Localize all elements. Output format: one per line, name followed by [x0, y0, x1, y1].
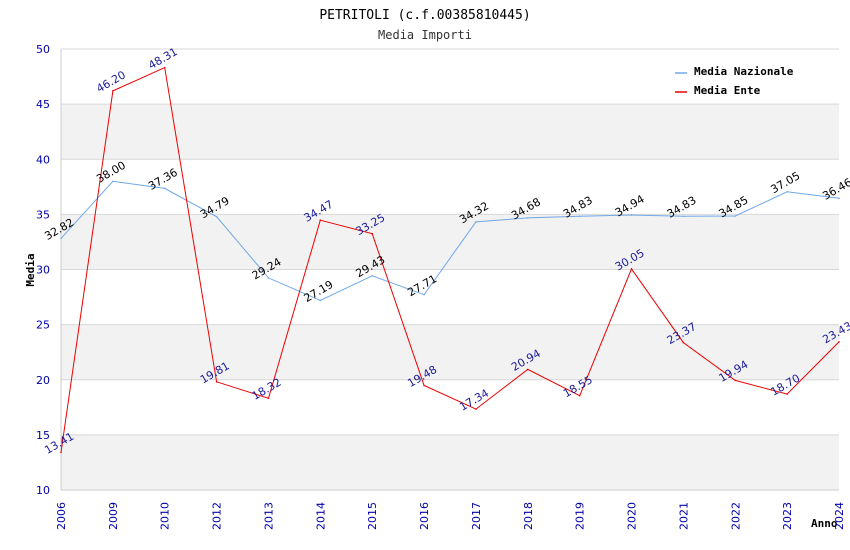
- x-tick-label: 2012: [211, 502, 224, 530]
- y-tick-label: 40: [36, 153, 50, 166]
- y-tick-label: 50: [36, 43, 50, 56]
- y-tick-label: 45: [36, 98, 50, 111]
- x-axis-ticks: 2006 2009 2010 2012 2013 2014 2015 2016 2017 2018…: [55, 502, 846, 530]
- y-tick-label: 25: [36, 319, 50, 332]
- data-label: 37.36: [146, 166, 180, 193]
- x-tick-label: 2015: [366, 502, 379, 530]
- x-tick-label: 2020: [626, 502, 639, 530]
- data-point: [630, 214, 633, 216]
- chart-subtitle: Media Importi: [378, 28, 472, 42]
- data-point: [112, 90, 114, 92]
- chart-title: PETRITOLI (c.f.00385810445): [319, 8, 530, 23]
- plot-band: [61, 214, 839, 270]
- data-label: 38.00: [94, 159, 128, 186]
- data-point: [60, 451, 62, 454]
- data-point: [786, 190, 788, 193]
- data-point: [578, 215, 581, 218]
- series-lines: [60, 66, 840, 454]
- x-tick-label: 2014: [314, 502, 327, 530]
- data-point: [319, 219, 322, 222]
- data-point: [734, 379, 737, 382]
- data-point: [267, 277, 270, 279]
- legend: Media Nazionale Media Ente: [669, 59, 810, 101]
- data-point: [838, 197, 840, 200]
- x-axis-title: Anno: [811, 517, 838, 530]
- data-label: 46.20: [94, 68, 128, 95]
- data-point: [371, 274, 374, 277]
- data-point: [734, 215, 737, 217]
- data-label: 17.34: [457, 387, 491, 414]
- data-point: [267, 397, 270, 400]
- legend-label-media-ente: Media Ente: [694, 84, 761, 97]
- series-line-media-nazionale: [60, 180, 840, 302]
- plot-bands: [61, 104, 839, 490]
- x-tick-label: 2018: [522, 502, 535, 530]
- plot-band: [61, 104, 839, 160]
- data-point: [319, 299, 322, 302]
- x-tick-label: 2019: [574, 502, 587, 530]
- data-point: [163, 66, 166, 69]
- y-tick-label: 10: [36, 484, 50, 497]
- series-line-media-ente: [60, 66, 840, 453]
- data-point: [60, 237, 62, 240]
- y-axis-title: Media: [24, 253, 37, 286]
- y-tick-label: 30: [36, 264, 50, 277]
- x-tick-label: 2024: [833, 502, 846, 530]
- x-tick-label: 2022: [729, 502, 742, 530]
- y-tick-label: 35: [36, 208, 50, 221]
- data-point: [578, 394, 581, 397]
- x-tick-label: 2010: [159, 502, 172, 530]
- legend-box: [669, 59, 810, 101]
- data-point: [475, 221, 477, 223]
- data-label: 27.19: [302, 278, 336, 305]
- data-point: [423, 384, 425, 387]
- x-tick-label: 2023: [781, 502, 794, 530]
- data-label: 36.46: [820, 176, 850, 203]
- data-point: [163, 187, 166, 190]
- y-tick-label: 20: [36, 374, 50, 387]
- x-tick-label: 2006: [55, 502, 68, 530]
- x-tick-label: 2017: [470, 502, 483, 530]
- data-point: [527, 217, 529, 219]
- data-label: 27.71: [405, 272, 439, 299]
- x-tick-label: 2021: [677, 502, 690, 530]
- x-tick-label: 2013: [262, 502, 275, 530]
- data-point: [215, 381, 218, 383]
- x-tick-label: 2009: [107, 502, 120, 530]
- data-point: [682, 341, 685, 344]
- data-point: [630, 268, 633, 270]
- data-point: [423, 293, 425, 296]
- y-axis-ticks: 10 15 20 25 30 35 40 45 50: [36, 43, 50, 497]
- data-point: [786, 393, 788, 395]
- data-point: [215, 215, 218, 218]
- data-point: [112, 180, 114, 183]
- plot-band: [61, 324, 839, 380]
- x-tick-label: 2016: [418, 502, 431, 530]
- plot-frame: [60, 49, 839, 491]
- data-point: [838, 341, 840, 343]
- data-point: [527, 368, 529, 371]
- legend-label-media-nazionale: Media Nazionale: [694, 65, 794, 78]
- plot-band: [61, 434, 839, 490]
- y-tick-label: 15: [36, 429, 50, 442]
- data-point: [682, 215, 685, 218]
- data-point: [371, 232, 374, 235]
- data-point: [475, 408, 477, 410]
